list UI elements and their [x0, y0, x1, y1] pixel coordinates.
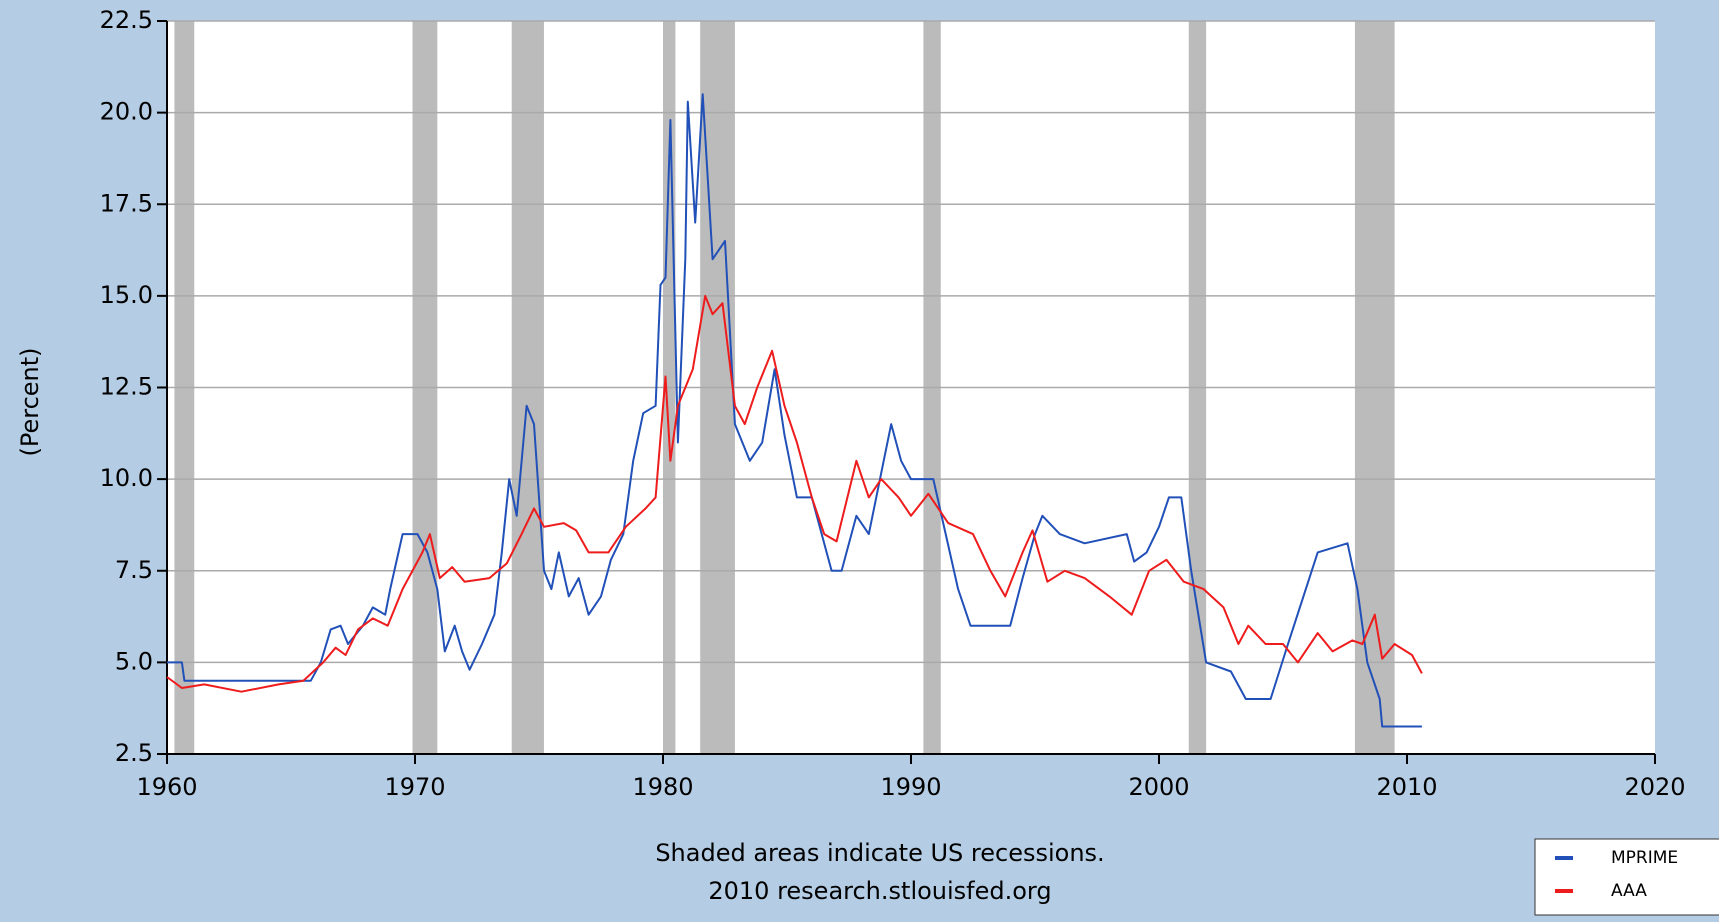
legend-box	[1534, 838, 1719, 916]
legend-label: AAA	[1611, 881, 1647, 901]
annotation: Shaded areas indicate US recessions.	[655, 839, 1104, 867]
y-axis-label: (Percent)	[16, 347, 44, 456]
x-tick-label: 1970	[384, 773, 445, 801]
y-tick-label: 22.5	[100, 6, 153, 34]
x-tick-label: 2020	[1624, 773, 1685, 801]
y-tick-label: 10.0	[100, 464, 153, 492]
y-tick-label: 7.5	[115, 556, 153, 584]
x-tick-label: 1990	[880, 773, 941, 801]
series-line	[167, 93, 1422, 728]
x-tick-label: 2010	[1376, 773, 1437, 801]
legend-label: MPRIME	[1611, 848, 1678, 868]
annotation: 2010 research.stlouisfed.org	[708, 877, 1051, 905]
y-tick-label: 2.5	[115, 739, 153, 767]
x-tick-label: 2000	[1128, 773, 1189, 801]
y-tick-label: 15.0	[100, 281, 153, 309]
y-tick-label: 17.5	[100, 189, 153, 217]
y-tick-label: 20.0	[100, 98, 153, 126]
x-tick-label: 1980	[632, 773, 693, 801]
y-tick-label: 12.5	[100, 373, 153, 401]
x-tick-label: 1960	[136, 773, 197, 801]
y-tick-label: 5.0	[115, 647, 153, 675]
series-line	[166, 294, 1423, 693]
